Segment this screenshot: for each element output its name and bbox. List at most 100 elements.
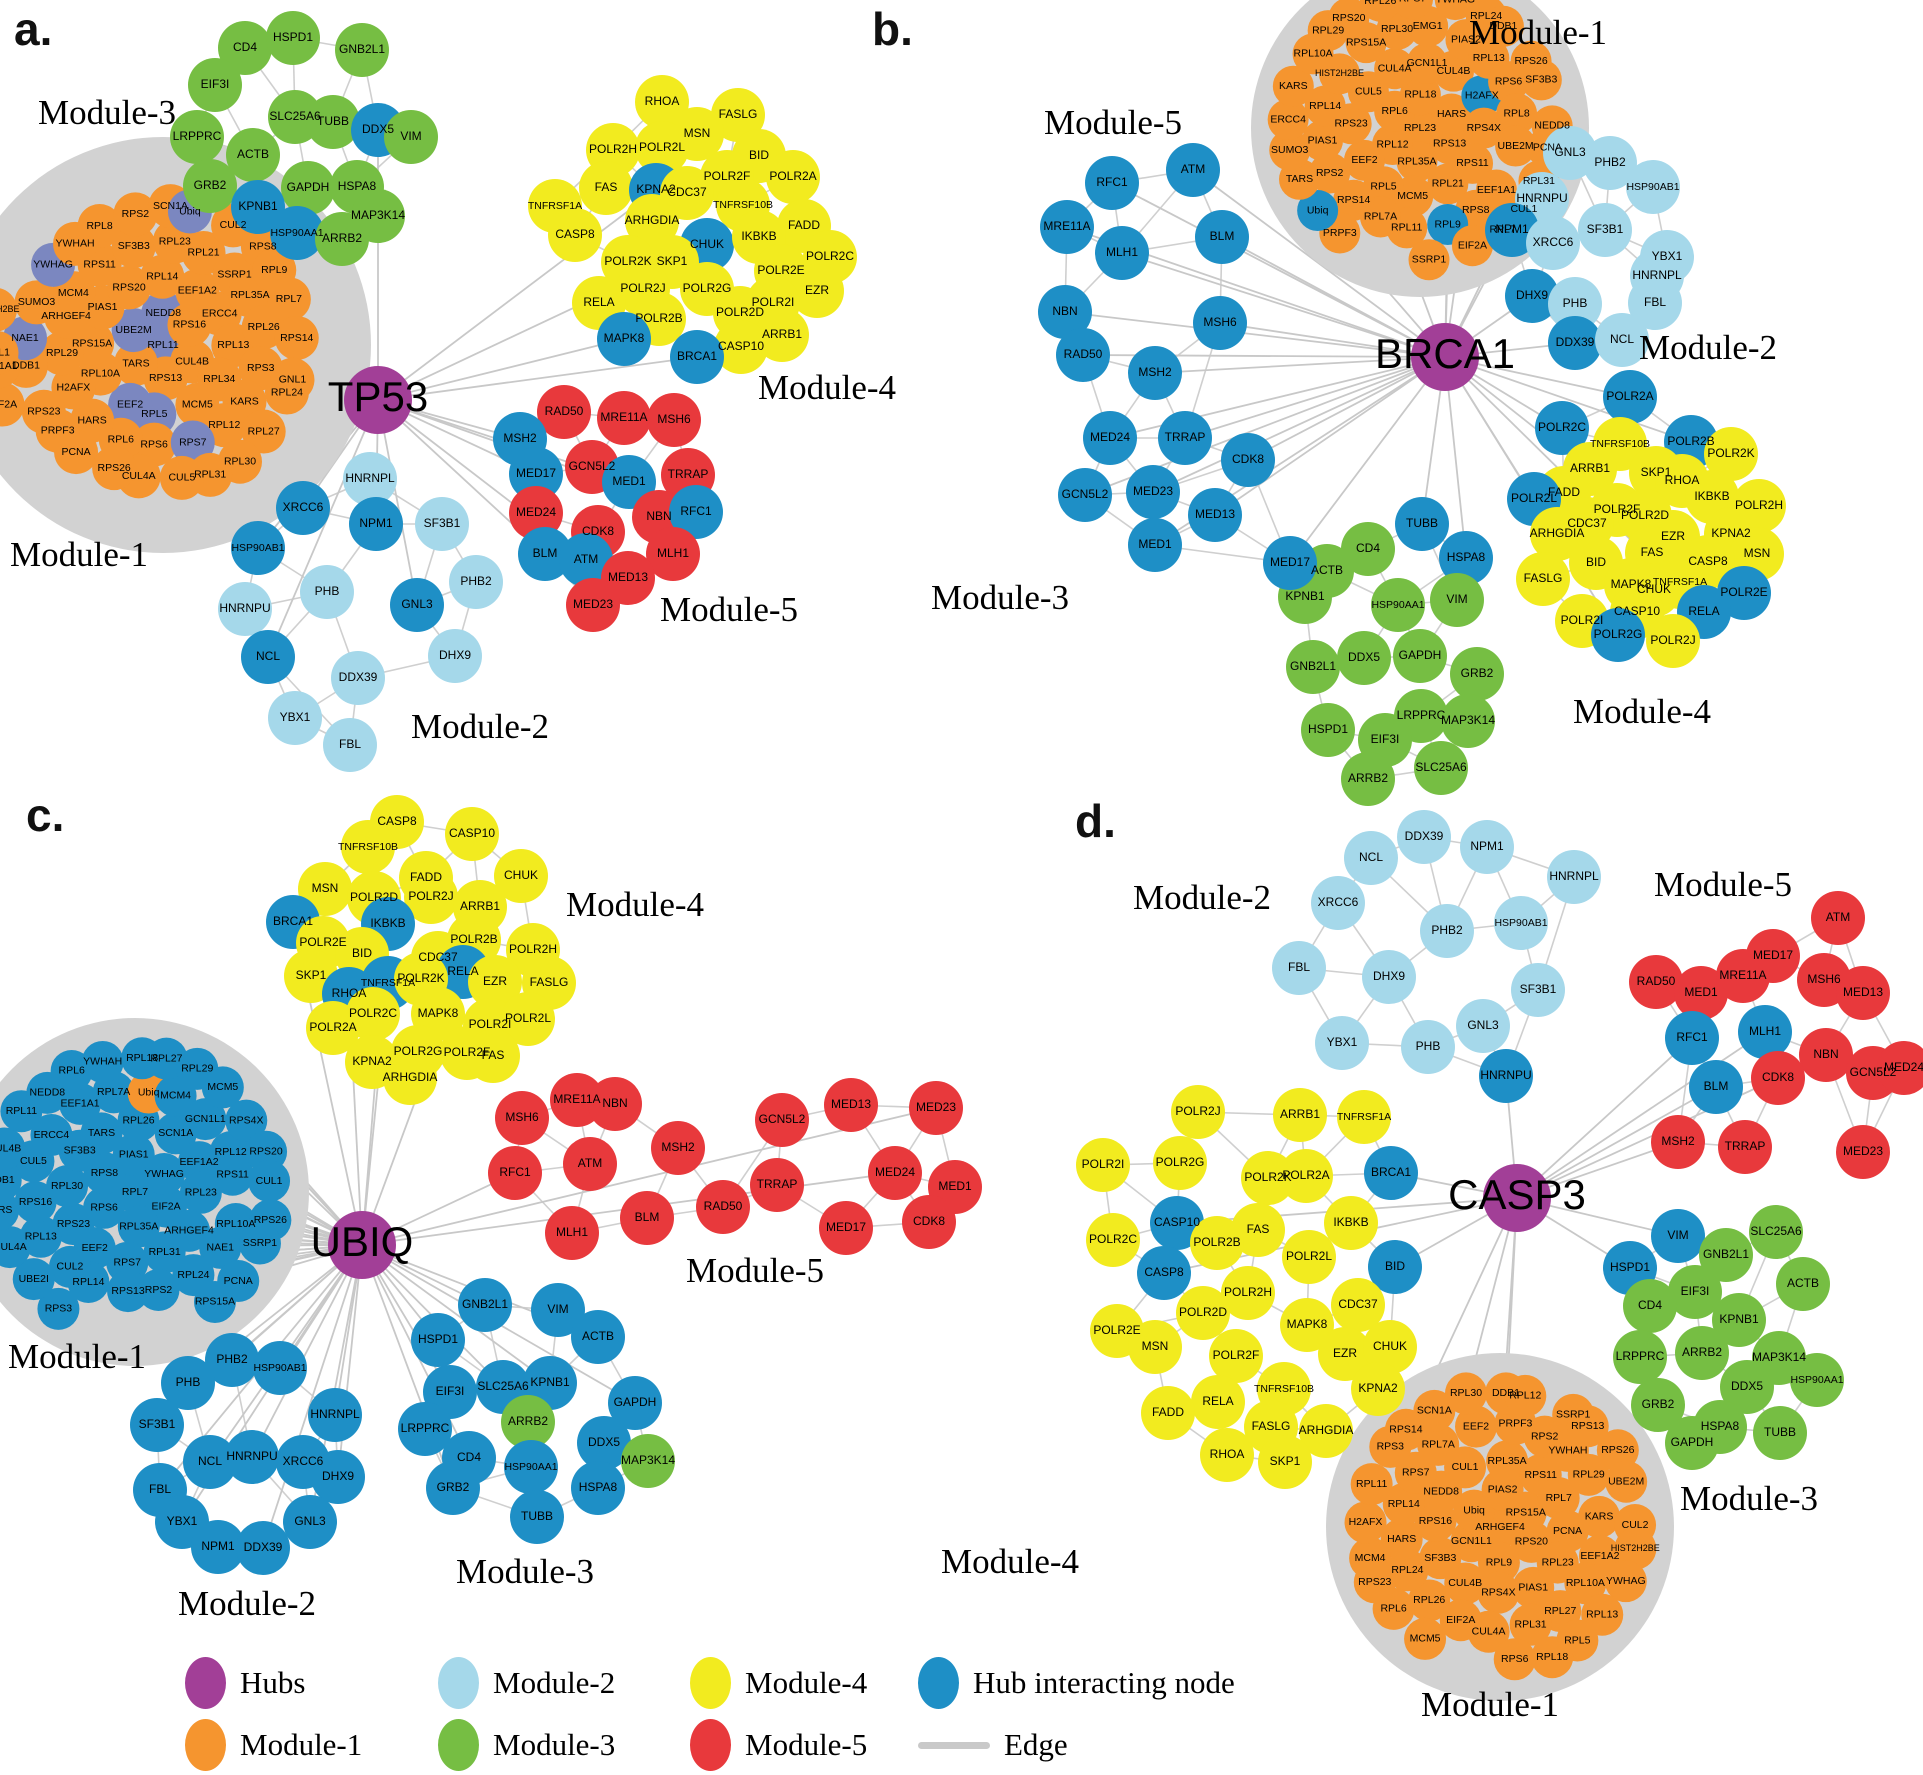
node-NPM1[interactable]	[1460, 820, 1514, 874]
node-MED1[interactable]	[602, 455, 656, 509]
node-HSP90AA1[interactable]	[504, 1440, 558, 1494]
node-GRB2[interactable]	[1450, 647, 1504, 701]
node-CUL4B[interactable]	[0, 1127, 26, 1170]
node-FASLG[interactable]	[1516, 552, 1570, 606]
node-RFC1[interactable]	[1665, 1011, 1719, 1065]
node-GNL3[interactable]	[283, 1495, 337, 1549]
node-EIF3I[interactable]	[188, 58, 242, 112]
node-HNRNPL[interactable]	[1547, 850, 1601, 904]
node-HSP90AA1[interactable]	[1790, 1353, 1844, 1407]
node-RAD50[interactable]	[1056, 328, 1110, 382]
node-MRE11A[interactable]	[1716, 949, 1770, 1003]
node-GRB2[interactable]	[426, 1461, 480, 1515]
node-GRB2[interactable]	[1631, 1378, 1685, 1432]
node-TARS[interactable]	[80, 1112, 123, 1155]
node-PHB[interactable]	[300, 565, 354, 619]
node-FASLG[interactable]	[711, 88, 765, 142]
node-H2AFX[interactable]	[1344, 1501, 1387, 1544]
node-RPS14[interactable]	[274, 315, 319, 360]
node-POLR2A[interactable]	[1279, 1149, 1333, 1203]
node-PHB2[interactable]	[1583, 136, 1637, 190]
node-UBE2I[interactable]	[12, 1258, 55, 1301]
node-RPL7[interactable]	[266, 277, 311, 322]
node-FAS[interactable]	[466, 1029, 520, 1083]
node-NCL[interactable]	[1344, 831, 1398, 885]
node-RFC1[interactable]	[1085, 156, 1139, 210]
node-KPNB1[interactable]	[1712, 1293, 1766, 1347]
node-CDK8[interactable]	[1221, 433, 1275, 487]
node-KARS[interactable]	[1272, 65, 1314, 107]
node-PHB2[interactable]	[1420, 904, 1474, 958]
node-DDX5[interactable]	[577, 1416, 631, 1470]
node-TNFRSF1A[interactable]	[1337, 1090, 1391, 1144]
node-RPL18[interactable]	[1399, 74, 1441, 116]
node-POLR2B[interactable]	[1190, 1216, 1244, 1270]
node-RPL29[interactable]	[1567, 1453, 1610, 1496]
node-TUBB[interactable]	[1395, 497, 1449, 551]
node-CDC37[interactable]	[1331, 1278, 1385, 1332]
node-MLH1[interactable]	[1738, 1005, 1792, 1059]
node-SF3B3[interactable]	[1520, 59, 1562, 101]
node-SLC25A6[interactable]	[1414, 741, 1468, 795]
node-POLR2A[interactable]	[766, 150, 820, 204]
node-FBL[interactable]	[1628, 276, 1682, 330]
node-LRPPRC[interactable]	[398, 1402, 452, 1456]
node-RPS11[interactable]	[211, 1153, 254, 1196]
node-RPS26[interactable]	[92, 446, 137, 491]
node-YWHAG[interactable]	[1604, 1560, 1647, 1603]
node-SUMO3[interactable]	[1269, 129, 1311, 171]
node-HNRNPL[interactable]	[308, 1388, 362, 1442]
node-ERCC4[interactable]	[1267, 99, 1309, 141]
node-EEF2[interactable]	[108, 382, 153, 427]
node-RPL30[interactable]	[1444, 1372, 1487, 1415]
node-GNL3[interactable]	[390, 578, 444, 632]
node-GCN5L2[interactable]	[755, 1093, 809, 1147]
node-MLH1[interactable]	[545, 1206, 599, 1260]
node-RPL31[interactable]	[1509, 1603, 1552, 1646]
node-CD4[interactable]	[218, 21, 272, 75]
node-CUL1[interactable]	[0, 331, 19, 375]
node-MSH6[interactable]	[1193, 296, 1247, 350]
node-SLC25A6[interactable]	[1749, 1205, 1803, 1259]
node-MSH6[interactable]	[647, 393, 701, 447]
node-DDX5[interactable]	[1720, 1360, 1774, 1414]
node-MCM4[interactable]	[1349, 1537, 1392, 1580]
node-CUL4B[interactable]	[1433, 50, 1475, 92]
node-BLM[interactable]	[518, 527, 572, 581]
node-CUL1[interactable]	[248, 1159, 291, 1202]
node-CD4[interactable]	[1341, 522, 1395, 576]
node-HNRNPU[interactable]	[1479, 1049, 1533, 1103]
node-MSH2[interactable]	[1651, 1115, 1705, 1169]
node-VIM[interactable]	[1651, 1209, 1705, 1263]
node-ARRB2[interactable]	[315, 212, 369, 266]
node-ARRB2[interactable]	[1341, 752, 1395, 806]
node-LRPPRC[interactable]	[170, 110, 224, 164]
node-HARS[interactable]	[1380, 1518, 1423, 1561]
node-BLM[interactable]	[1689, 1060, 1743, 1114]
node-EIF3I[interactable]	[1668, 1265, 1722, 1319]
node-UBE2M[interactable]	[1605, 1460, 1648, 1503]
node-MED23[interactable]	[1836, 1125, 1890, 1179]
node-EIF2A[interactable]	[0, 382, 25, 427]
node-EZR[interactable]	[790, 264, 844, 318]
node-MED24[interactable]	[1083, 411, 1137, 465]
node-NBN[interactable]	[1038, 285, 1092, 339]
node-MRE11A[interactable]	[597, 391, 651, 445]
node-ARHGDIA[interactable]	[1530, 507, 1584, 561]
node-ARRB2[interactable]	[1675, 1326, 1729, 1380]
node-FBL[interactable]	[1272, 941, 1326, 995]
node-POLR2J[interactable]	[1646, 614, 1700, 668]
node-MED24[interactable]	[1877, 1041, 1923, 1095]
node-ACTB[interactable]	[1776, 1257, 1830, 1311]
node-HSP90AA1[interactable]	[1371, 578, 1425, 632]
node-RPS23[interactable]	[21, 389, 66, 434]
node-DDX39[interactable]	[236, 1521, 290, 1575]
node-ARHGDIA[interactable]	[383, 1051, 437, 1105]
node-CHUK[interactable]	[494, 849, 548, 903]
node-TRRAP[interactable]	[750, 1158, 804, 1212]
node-RPS4X[interactable]	[1477, 1571, 1520, 1614]
node-MSH2[interactable]	[1128, 346, 1182, 400]
node-NBN[interactable]	[588, 1077, 642, 1131]
node-NPM1[interactable]	[349, 497, 403, 551]
node-ARRB2[interactable]	[501, 1395, 555, 1449]
